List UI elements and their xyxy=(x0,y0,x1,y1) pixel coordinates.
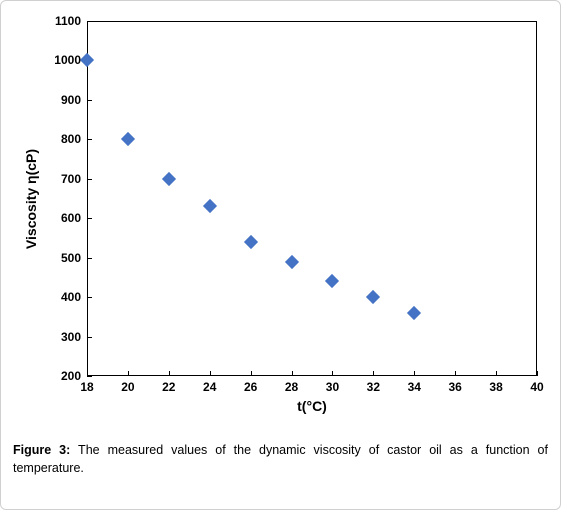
x-tick-label: 20 xyxy=(121,380,134,394)
x-tick-label: 34 xyxy=(408,380,421,394)
y-tick-label: 300 xyxy=(49,330,81,344)
x-tick xyxy=(251,371,252,376)
y-axis-label: Viscosity η(cP) xyxy=(23,148,39,248)
x-tick xyxy=(496,371,497,376)
caption-text: The measured values of the dynamic visco… xyxy=(13,443,548,475)
x-tick-label: 22 xyxy=(162,380,175,394)
y-tick xyxy=(87,376,92,377)
y-tick xyxy=(87,139,92,140)
x-tick-label: 24 xyxy=(203,380,216,394)
y-tick xyxy=(87,21,92,22)
y-tick-label: 1000 xyxy=(49,53,81,67)
y-tick-label: 400 xyxy=(49,290,81,304)
y-tick xyxy=(87,179,92,180)
scatter-chart: 18 20 22 24 26 28 30 32 34 36 38 40 200 300 400 500 600 7… xyxy=(13,11,549,431)
y-tick xyxy=(87,297,92,298)
x-tick xyxy=(169,371,170,376)
plot-frame xyxy=(87,21,537,376)
figure-container: 18 20 22 24 26 28 30 32 34 36 38 40 200 300 400 500 600 7… xyxy=(0,0,561,510)
x-tick-label: 26 xyxy=(244,380,257,394)
y-tick-label: 500 xyxy=(49,251,81,265)
x-tick xyxy=(373,371,374,376)
x-tick-label: 30 xyxy=(326,380,339,394)
y-tick xyxy=(87,258,92,259)
x-tick xyxy=(128,371,129,376)
x-tick-label: 40 xyxy=(530,380,543,394)
x-tick-label: 28 xyxy=(285,380,298,394)
y-tick-label: 900 xyxy=(49,93,81,107)
x-tick-label: 38 xyxy=(489,380,502,394)
x-tick xyxy=(332,371,333,376)
x-tick-label: 32 xyxy=(367,380,380,394)
x-tick xyxy=(414,371,415,376)
x-tick-label: 36 xyxy=(448,380,461,394)
figure-caption: Figure 3: The measured values of the dyn… xyxy=(13,441,548,477)
y-tick xyxy=(87,218,92,219)
x-tick xyxy=(210,371,211,376)
y-tick xyxy=(87,337,92,338)
y-tick xyxy=(87,100,92,101)
y-tick-label: 1100 xyxy=(49,14,81,28)
x-tick xyxy=(537,371,538,376)
x-tick-label: 18 xyxy=(80,380,93,394)
x-axis-label: t(°C) xyxy=(297,398,327,414)
x-tick xyxy=(455,371,456,376)
y-tick-label: 700 xyxy=(49,172,81,186)
y-tick-label: 600 xyxy=(49,211,81,225)
y-tick-label: 800 xyxy=(49,132,81,146)
y-tick-label: 200 xyxy=(49,369,81,383)
caption-label: Figure 3: xyxy=(13,443,70,457)
x-tick xyxy=(292,371,293,376)
